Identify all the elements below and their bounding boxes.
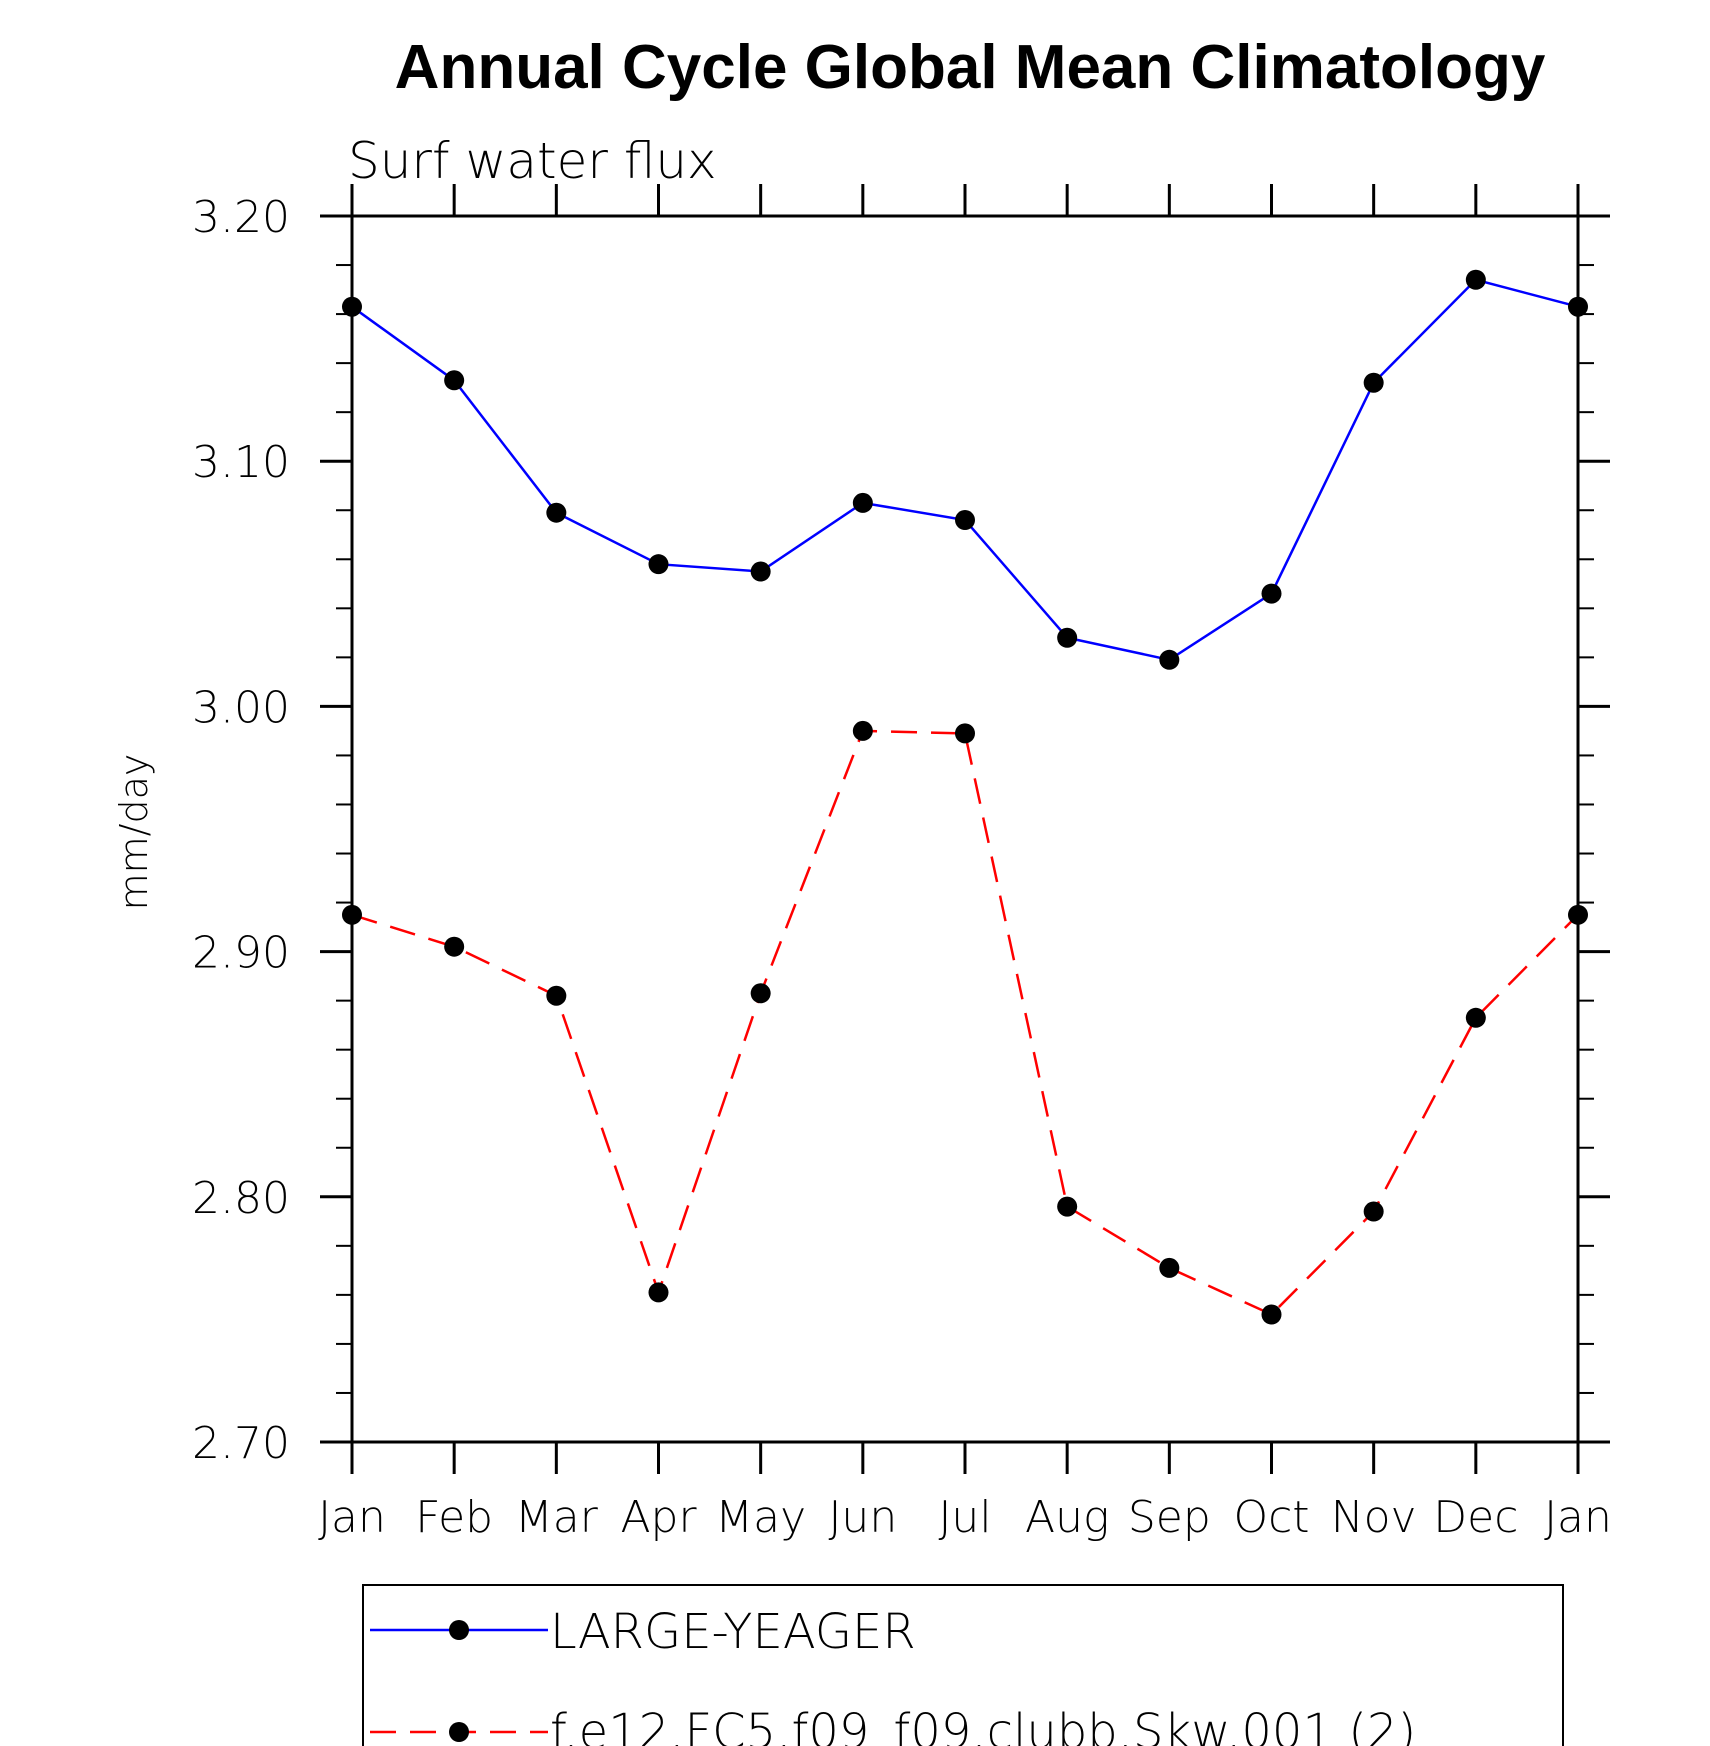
series-2-point — [1568, 904, 1588, 925]
x-tick-label: Nov — [1331, 1492, 1417, 1543]
series-2-point — [1057, 1196, 1078, 1217]
series-2-point — [342, 904, 362, 925]
y-tick-label: 2.70 — [192, 1418, 290, 1469]
series-line-1 — [351, 278, 1579, 662]
chart-subtitle: Surf water flux — [348, 132, 717, 190]
plot-frame — [350, 214, 1580, 1444]
series-1-point — [1568, 296, 1588, 317]
series-2-point — [852, 720, 873, 741]
chart-title: Annual Cycle Global Mean Climatology — [395, 33, 1546, 102]
y-tick-label: 2.80 — [192, 1173, 290, 1224]
x-tick-labels: Jan Feb Mar Apr May Jun Jul Aug Sep Oct Nov Dec Jan — [318, 1492, 1612, 1543]
series-2-point — [955, 723, 975, 744]
x-tick-label: Dec — [1433, 1492, 1518, 1543]
x-tick-label: May — [715, 1492, 806, 1543]
y-axis-label: mm/day — [112, 754, 156, 911]
series-1-point — [750, 561, 771, 582]
series-2-point — [1363, 1201, 1384, 1222]
x-tick-label: Sep — [1128, 1492, 1211, 1543]
x-tick-label: Jul — [938, 1492, 991, 1543]
legend-box — [362, 1584, 1564, 1746]
series-2-point — [750, 983, 771, 1004]
y-tick-label: 3.20 — [192, 192, 290, 243]
x-tick-label: Feb — [415, 1492, 493, 1543]
y-tick-label: 3.00 — [192, 682, 290, 733]
legend-marker-series-1 — [449, 1620, 469, 1640]
x-tick-label: Oct — [1233, 1492, 1309, 1543]
x-tick-label: Jun — [828, 1492, 897, 1543]
x-tick-label: Aug — [1025, 1492, 1109, 1543]
series-1-point — [546, 502, 567, 523]
legend: LARGE-YEAGER f.e12.FC5.f09_f09.clubb.Skw… — [362, 1584, 1564, 1746]
series-2-point — [1159, 1257, 1180, 1278]
legend-label-series-1: LARGE-YEAGER — [550, 1604, 916, 1660]
legend-label-series-2: f.e12.FC5.f09_f09.clubb.Skw.001 (2) — [550, 1704, 1416, 1746]
series-lines — [351, 278, 1579, 1316]
series-2-point — [444, 936, 465, 957]
y-tick-label: 2.90 — [192, 928, 290, 979]
series-1-point — [852, 492, 873, 513]
series-1-point — [1261, 583, 1282, 604]
series-2-point — [648, 1282, 669, 1303]
series-1-point — [1057, 627, 1078, 648]
series-1-point — [955, 510, 975, 531]
x-tick-label: Mar — [515, 1492, 599, 1543]
series-line-2 — [351, 729, 1579, 1316]
x-tick-label: Apr — [620, 1492, 697, 1543]
series-1-point — [1465, 269, 1486, 290]
y-tick-label: 3.10 — [192, 437, 290, 488]
series-2-point — [1261, 1304, 1282, 1325]
series-2-point — [546, 985, 567, 1006]
series-1-point — [648, 554, 669, 575]
axis-ticks — [320, 184, 1610, 1474]
series-1-point — [444, 370, 465, 391]
legend-marker-series-2 — [449, 1722, 469, 1742]
series-points — [342, 269, 1588, 1325]
series-1-point — [1159, 649, 1180, 670]
x-tick-label: Jan — [318, 1492, 386, 1543]
series-1-point — [342, 296, 362, 317]
y-tick-labels: 2.70 2.80 2.90 3.00 3.10 3.20 — [192, 192, 290, 1469]
series-1-point — [1363, 372, 1384, 393]
x-tick-label: Jan — [1544, 1492, 1612, 1543]
series-2-point — [1465, 1007, 1486, 1028]
